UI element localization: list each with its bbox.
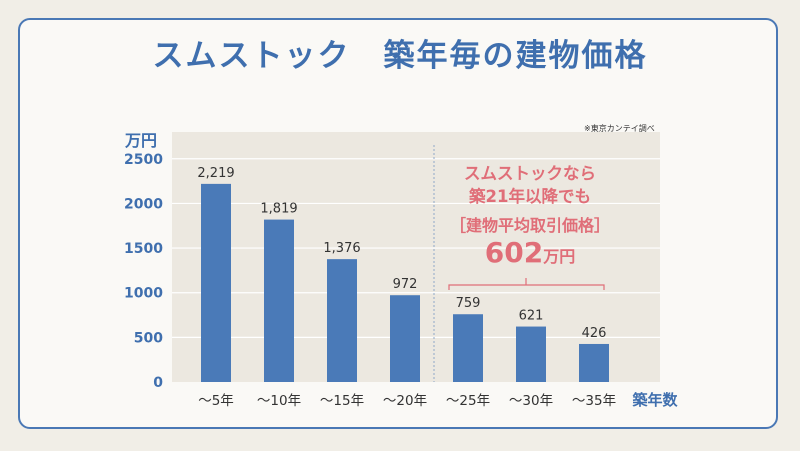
bar [453, 314, 483, 382]
x-tick-label: ～35年 [572, 393, 616, 409]
callout-bracket [448, 278, 605, 290]
callout-number: 602 [484, 236, 544, 269]
x-tick-label: ～25年 [446, 393, 490, 409]
bar [201, 183, 231, 382]
bar [516, 326, 546, 382]
x-tick-label: ～30年 [509, 393, 553, 409]
callout-line-3: ［建物平均取引価格］ [449, 216, 610, 235]
x-tick-label: ～20年 [383, 393, 427, 409]
bar [579, 343, 609, 382]
data-label: 2,219 [197, 166, 234, 181]
y-axis-label: 万円 [124, 131, 157, 150]
page-title: スムストック 築年毎の建物価格 [152, 38, 648, 74]
callout-line-2: 築21年以降でも [469, 187, 591, 206]
data-label: 1,376 [323, 241, 360, 256]
data-label: 972 [393, 277, 418, 292]
x-tick-label: ～5年 [198, 393, 234, 409]
y-tick-label: 2500 [124, 152, 163, 168]
y-tick-label: 1500 [124, 241, 163, 257]
data-label: 1,819 [260, 202, 297, 217]
x-tick-label: ～15年 [320, 393, 364, 409]
y-tick-label: 0 [153, 375, 163, 391]
data-label: 759 [456, 296, 481, 311]
y-tick-label: 2000 [124, 196, 163, 212]
y-tick-label: 500 [134, 330, 163, 346]
callout-unit: 万円 [543, 247, 576, 266]
x-axis-label: 築年数 [631, 391, 678, 409]
source-note: ※東京カンテイ調べ [584, 124, 655, 133]
bar [327, 259, 357, 382]
callout-value: 602万円 [440, 236, 620, 269]
x-tick-label: ～10年 [257, 393, 301, 409]
bar [264, 219, 294, 382]
y-tick-label: 1000 [124, 286, 163, 302]
callout-line-1: スムストックなら [464, 164, 596, 183]
bar [390, 295, 420, 382]
data-label: 426 [582, 326, 607, 341]
data-label: 621 [519, 309, 544, 324]
